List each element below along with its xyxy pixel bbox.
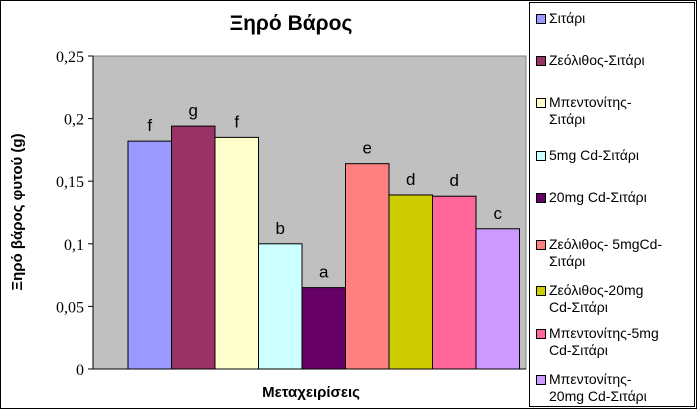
legend-swatch — [536, 329, 546, 339]
legend-swatch — [536, 98, 546, 108]
bar — [432, 195, 477, 370]
bar — [301, 287, 346, 370]
bar — [258, 243, 303, 370]
bar — [127, 140, 172, 370]
legend-label-line: Ζεόλιθος-20mg — [549, 282, 644, 298]
bar-significance-letter: c — [494, 204, 503, 223]
y-tick-label: 0,15 — [56, 174, 84, 191]
legend-label: Μπεντονίτης- Σιτάρι — [549, 94, 695, 128]
legend-label: Ζεόλιθος-20mg Cd-Σιτάρι — [549, 282, 695, 316]
legend-swatch — [536, 375, 546, 385]
legend-label-line: Σιτάρι — [549, 111, 586, 127]
bars-group — [127, 125, 520, 370]
bar-significance-letter: a — [319, 263, 329, 282]
bar-significance-letter: f — [234, 112, 239, 131]
legend-swatch — [536, 240, 546, 250]
legend-label-line: Ζεόλιθος- 5mgCd- — [549, 236, 663, 252]
bar — [171, 125, 216, 370]
y-tick-label: 0,25 — [56, 49, 84, 66]
bar — [388, 194, 433, 370]
legend-label-line: Σιτάρι — [549, 10, 586, 26]
y-tick-label: 0 — [76, 362, 84, 379]
bar-significance-letter: f — [147, 116, 152, 135]
bar-significance-letter: b — [276, 219, 285, 238]
bar — [345, 163, 390, 370]
legend-label-line: 20mg Cd-Σιτάρι — [549, 189, 647, 205]
legend-label-line: Ζεόλιθος-Σιτάρι — [549, 52, 645, 68]
bar — [214, 136, 259, 370]
legend-label-line: Σιτάρι — [549, 253, 586, 269]
legend-label-line: Μπεντονίτης- — [549, 94, 632, 110]
legend-label-line: Cd-Σιτάρι — [549, 299, 608, 315]
legend: Σιτάρι Ζεόλιθος-Σιτάρι Μπεντονίτης- Σιτάρι 5… — [529, 2, 695, 407]
legend-label-line: Μπεντονίτης- — [549, 371, 632, 387]
legend-label: 20mg Cd-Σιτάρι — [549, 189, 695, 206]
bar-significance-letter: d — [450, 171, 459, 190]
y-axis-label: Ξηρό βάρος φυτού (g) — [9, 133, 26, 290]
y-tick-label: 0,2 — [64, 112, 84, 129]
bar-significance-letter: e — [363, 139, 372, 158]
legend-label: Ζεόλιθος-Σιτάρι — [549, 52, 695, 69]
legend-label-line: 5mg Cd-Σιτάρι — [549, 147, 639, 163]
legend-swatch — [536, 286, 546, 296]
bar — [475, 228, 520, 370]
legend-label-line: 20mg Cd-Σιτάρι — [549, 388, 647, 404]
x-axis-label: Μεταχειρίσεις — [262, 384, 360, 401]
legend-swatch — [536, 14, 546, 24]
legend-label: Ζεόλιθος- 5mgCd- Σιτάρι — [549, 236, 695, 270]
legend-label-line: Cd-Σιτάρι — [549, 342, 608, 358]
bar-significance-letter: g — [189, 101, 198, 120]
legend-label-line: Μπεντονίτης-5mg — [549, 325, 659, 341]
legend-swatch — [536, 193, 546, 203]
legend-swatch — [536, 56, 546, 66]
legend-label: 5mg Cd-Σιτάρι — [549, 147, 695, 164]
legend-swatch — [536, 151, 546, 161]
legend-label: Μπεντονίτης- 20mg Cd-Σιτάρι — [549, 371, 695, 405]
legend-label: Μπεντονίτης-5mg Cd-Σιτάρι — [549, 325, 695, 359]
significance-labels: f g f b a e d d c — [147, 101, 502, 282]
y-tick-label: 0,05 — [56, 299, 84, 316]
bar-significance-letter: d — [406, 170, 415, 189]
chart-title: Ξηρό Βάρος — [230, 12, 353, 35]
y-tick-label: 0,1 — [64, 237, 84, 254]
legend-label: Σιτάρι — [549, 10, 695, 27]
